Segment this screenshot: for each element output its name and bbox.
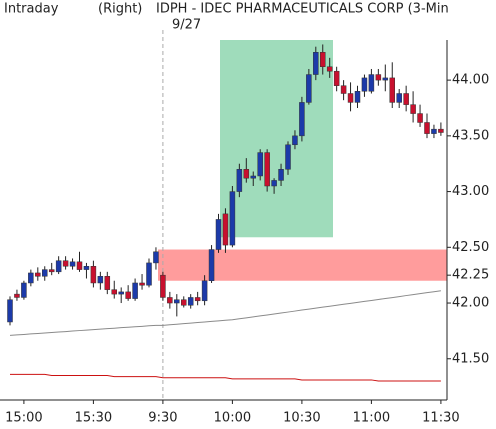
candle-body [118,291,124,295]
candle-body [194,297,201,302]
candle-body [187,297,194,306]
candle-body [403,93,409,105]
y-tick-label: 42.25 [452,268,489,283]
candle-body [264,152,270,187]
candle-body [306,74,312,103]
x-tick-label: 11:30 [422,411,459,426]
candle-body [208,249,215,281]
candle-body [139,282,145,286]
candle-body [153,251,159,264]
candle-body [55,260,62,273]
candle-body [222,213,229,246]
candle-body [174,299,180,304]
candle-body [201,280,208,302]
candle-body [361,77,368,92]
candle-body [417,113,423,123]
candle-body [181,299,187,306]
candle-body [7,299,13,323]
x-tick-label: 15:30 [75,411,112,426]
candle-body [35,272,41,277]
y-tick-label: 44.00 [452,73,489,88]
candle-body [375,74,382,81]
candle-body [326,66,333,72]
candle-body [299,102,305,137]
candle-body [278,169,284,181]
candle-body [347,93,354,103]
candle-body [285,144,291,170]
candle-body [389,77,395,103]
header-left: Intraday [4,2,59,17]
candle-body [132,282,138,299]
overlay-line [10,373,441,382]
candle-body [28,272,34,284]
candle-body [229,191,236,246]
x-tick-label: 15:00 [5,411,42,426]
zone [158,249,447,281]
chart-title: IDPH - IDEC PHARMACEUTICALS CORP (3-Min [156,2,449,17]
candle-body [48,269,55,273]
candle-body [438,128,444,133]
y-tick-label: 43.50 [452,128,489,143]
date-label: 9/27 [172,18,201,33]
candle-body [104,276,111,290]
candle-body [340,85,347,94]
candle-body [97,276,104,284]
candle-body [257,152,263,177]
candle-body [396,93,402,103]
candle-body [167,297,173,304]
candle-body [354,91,361,103]
candle-body [215,219,222,250]
candle-body [146,262,152,286]
candle-body [271,180,277,187]
candle-body [243,169,250,179]
candle-body [424,122,430,134]
candle-body [90,266,97,284]
candle-body [292,135,298,146]
candle-body [368,74,375,92]
candle-body [333,70,340,86]
overlay-line [9,290,441,336]
candle-body [236,169,243,192]
candle-body [21,282,27,298]
candle-body [160,274,166,298]
x-tick-label: 11:00 [353,411,390,426]
candle-body [14,293,20,298]
candle-body [42,269,48,277]
candle-body [410,104,416,114]
x-tick-label: 10:00 [214,411,251,426]
candle-body [382,77,389,81]
candle-body [62,260,69,267]
y-tick-label: 42.00 [452,296,489,311]
axis-side: (Right) [98,2,142,17]
x-tick-label: 10:30 [283,411,320,426]
candle-body [313,52,319,75]
candle-body [431,128,437,134]
y-tick-label: 43.00 [452,184,489,199]
candle-body [250,175,256,179]
candle-body [111,289,117,295]
x-tick-label: 9:30 [148,411,177,426]
y-tick-label: 41.50 [452,351,489,366]
candle-body [69,261,76,267]
candle-body [320,52,326,67]
y-tick-label: 42.50 [452,240,489,255]
candle-body [125,291,131,299]
candle-body [83,266,90,270]
candle-body [76,261,83,270]
